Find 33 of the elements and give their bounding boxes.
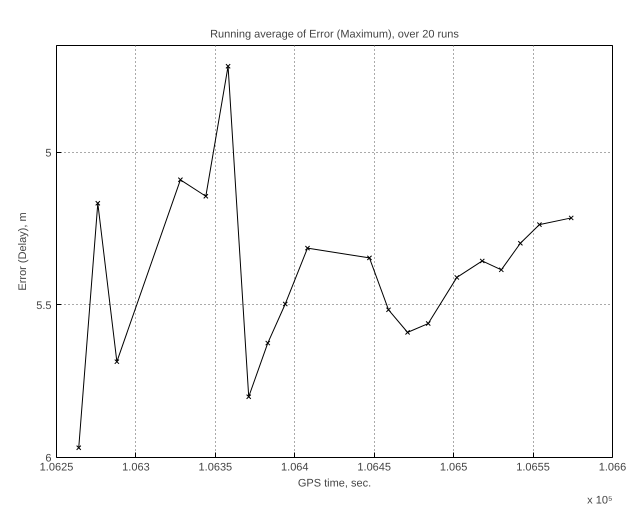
- point: [114, 359, 120, 364]
- x-tick-label: 1.066: [598, 462, 626, 474]
- point: [304, 246, 310, 251]
- point: [480, 258, 485, 264]
- x-tick-label: 1.0655: [516, 462, 550, 474]
- point: [265, 340, 270, 346]
- point: [95, 200, 100, 206]
- chart-title: Running average of Error (Maximum), over 20 runs: [210, 28, 460, 40]
- y-tick-label: 6: [45, 452, 52, 464]
- y-tick-label: 5.5: [36, 300, 52, 312]
- point: [203, 194, 208, 199]
- point: [225, 64, 231, 69]
- y-tick-label: 5: [45, 147, 52, 160]
- point: [518, 240, 523, 246]
- point: [404, 330, 410, 335]
- x-tick-label: 1.0645: [357, 462, 392, 474]
- point: [178, 177, 184, 182]
- point: [536, 222, 542, 228]
- x-axis-title: GPS time, sec.: [298, 478, 372, 490]
- point: [246, 394, 252, 400]
- x-tick-label: 1.065: [440, 462, 468, 474]
- point: [282, 301, 288, 307]
- x-tick-label: 1.064: [281, 462, 309, 474]
- x-tick-label: 1.0625: [40, 462, 74, 474]
- point: [498, 267, 504, 272]
- y-axis-title: Error (Delay), m: [17, 212, 30, 291]
- point: [366, 255, 372, 261]
- text: x 10⁵: [587, 494, 613, 506]
- x-tick-label: 1.0635: [198, 462, 232, 474]
- x-tick-label: 1.063: [122, 462, 150, 474]
- point: [426, 320, 431, 326]
- point: [386, 307, 392, 312]
- point: [454, 274, 460, 280]
